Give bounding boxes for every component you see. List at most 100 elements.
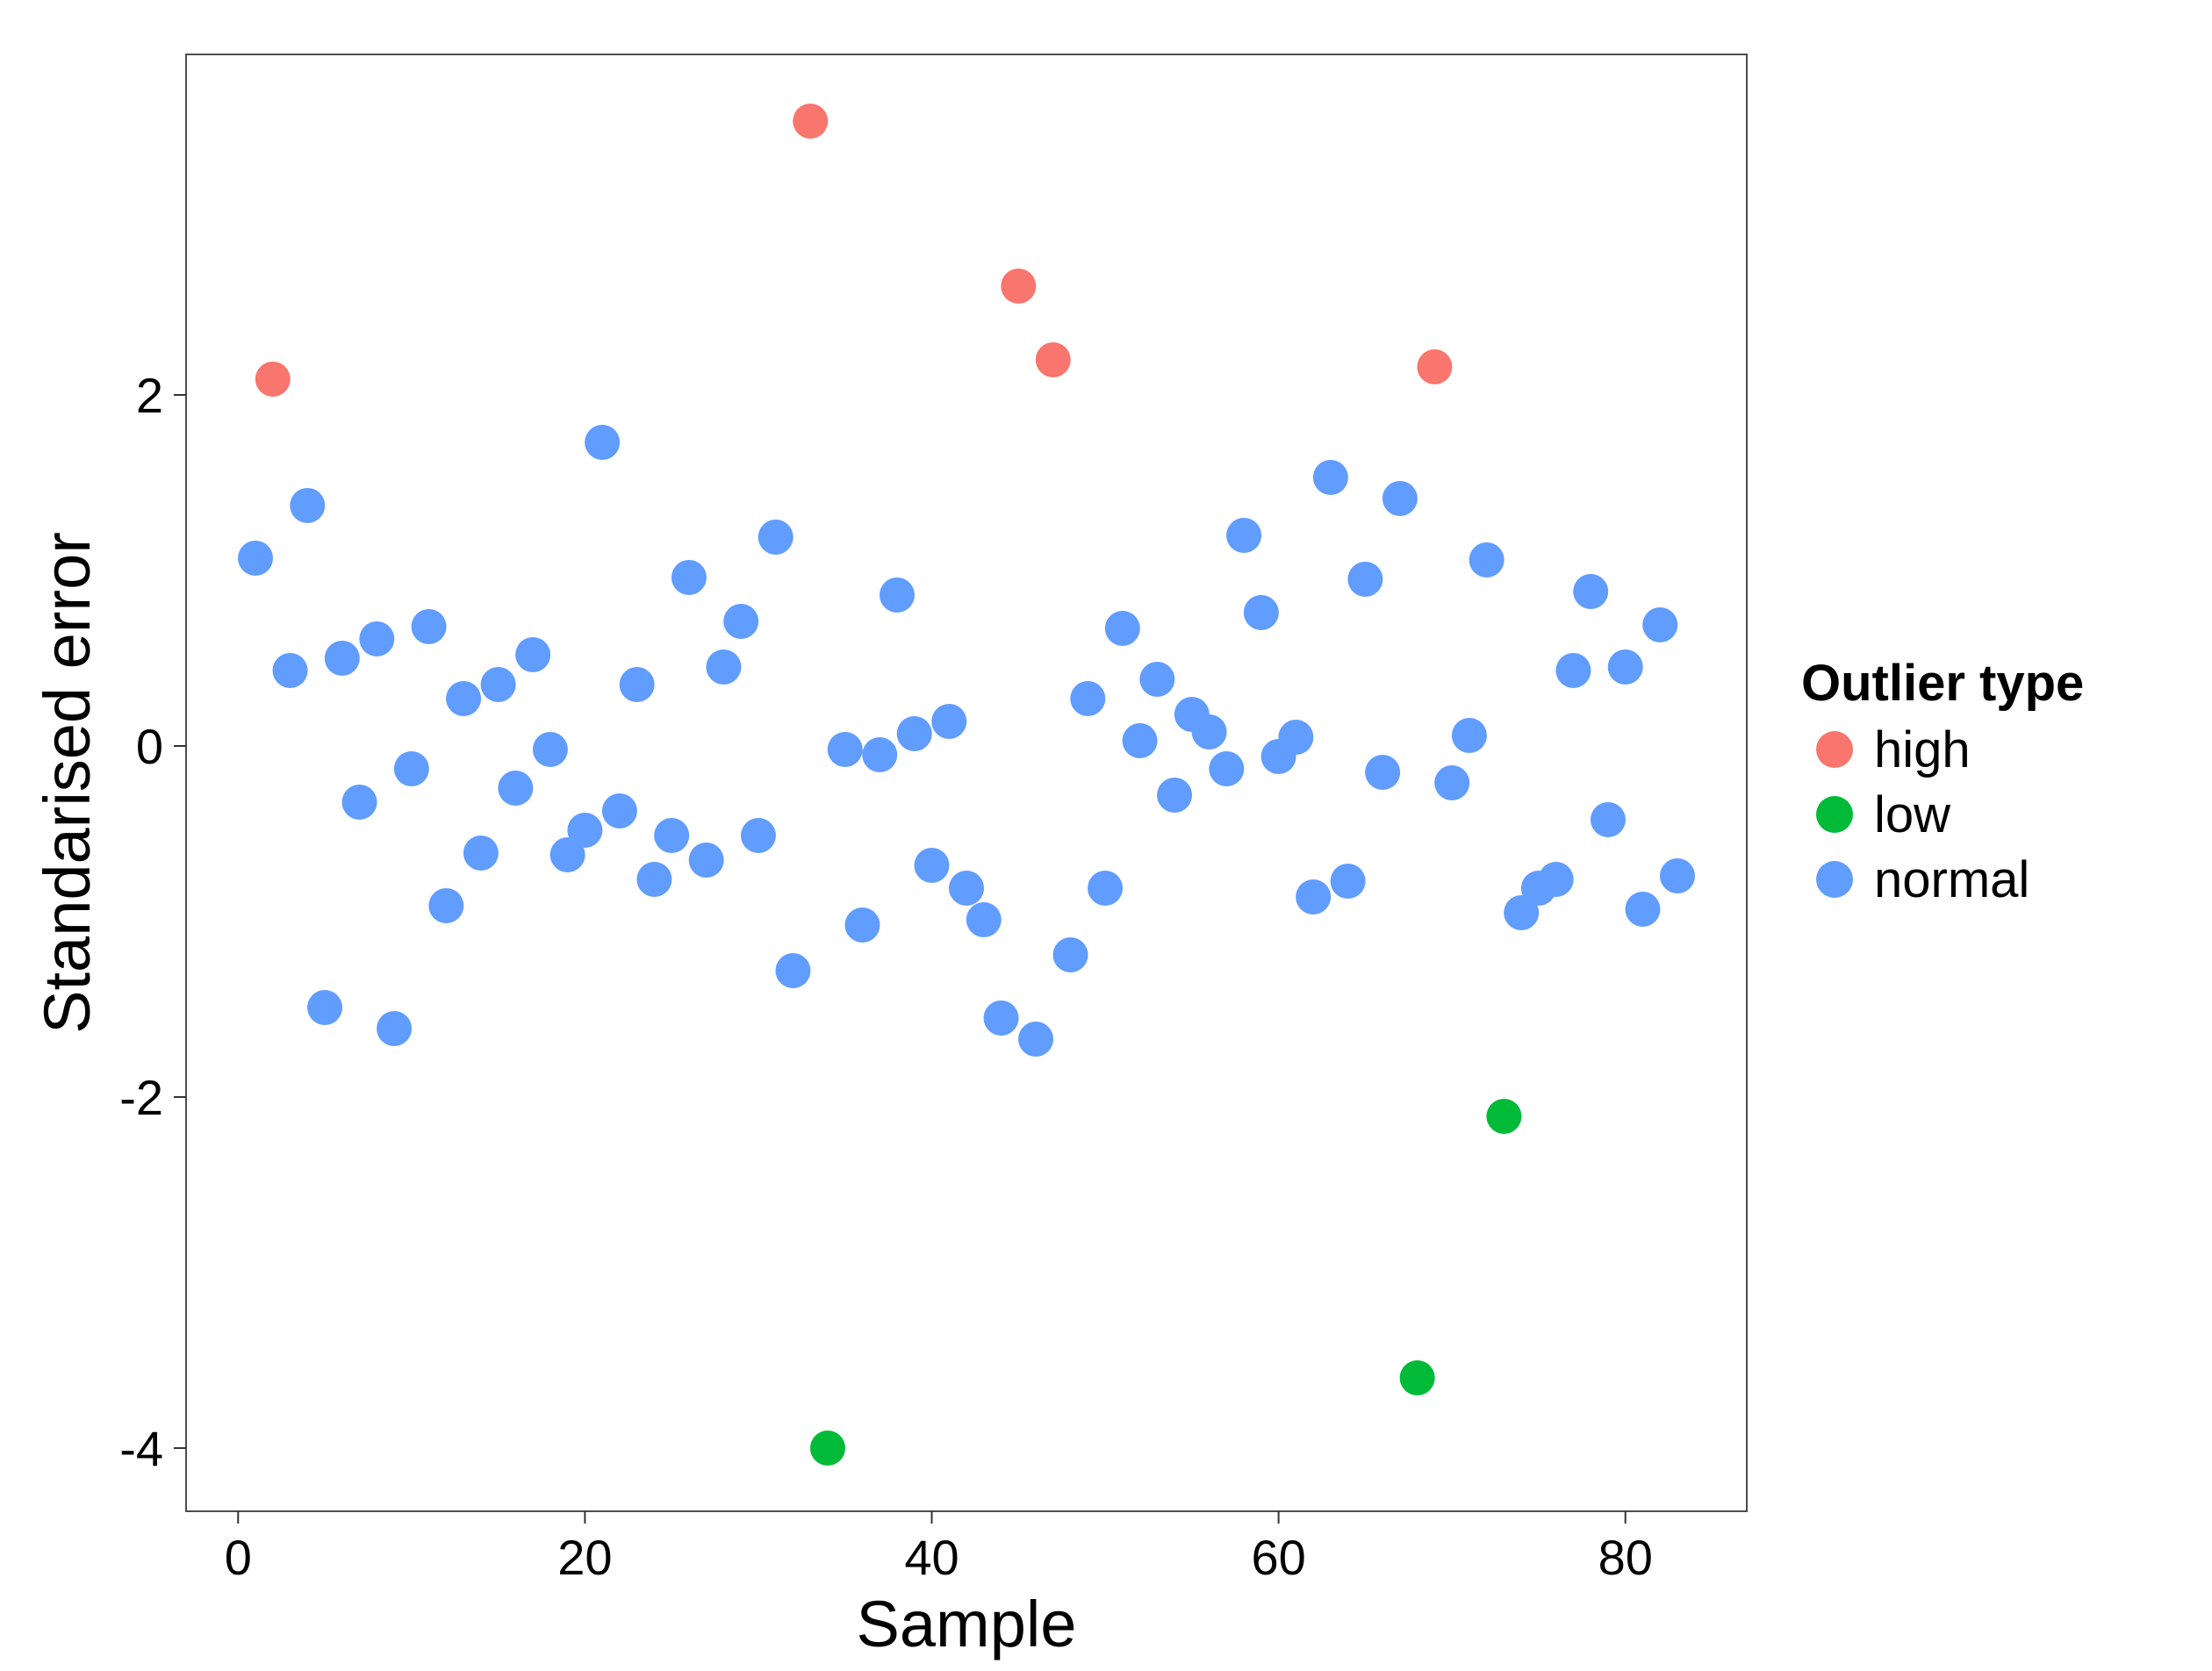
data-points xyxy=(238,104,1695,1466)
data-point-normal xyxy=(1088,871,1124,906)
data-point-normal xyxy=(1434,765,1470,800)
data-point-normal xyxy=(1122,723,1158,758)
legend-label-low: low xyxy=(1874,786,1951,843)
data-point-normal xyxy=(896,716,932,751)
data-point-normal xyxy=(1504,895,1540,930)
data-point-normal xyxy=(393,751,429,786)
data-point-normal xyxy=(1278,720,1314,755)
data-point-normal xyxy=(1365,755,1401,790)
data-point-normal xyxy=(549,837,585,872)
data-point-normal xyxy=(775,953,811,988)
data-point-normal xyxy=(1296,879,1332,914)
x-tick-label: 40 xyxy=(904,1530,959,1585)
legend-label-normal: normal xyxy=(1874,851,2029,908)
data-point-normal xyxy=(723,604,759,639)
legend-key-normal xyxy=(1816,861,1853,898)
data-point-normal xyxy=(290,488,326,523)
data-point-normal xyxy=(1226,518,1262,553)
data-point-normal xyxy=(1070,681,1106,716)
data-point-high xyxy=(255,362,291,397)
legend-key-low xyxy=(1816,796,1853,833)
data-point-high xyxy=(1001,269,1037,304)
data-point-normal xyxy=(1347,562,1383,597)
plot-panel-border xyxy=(185,54,1748,1512)
data-point-normal xyxy=(1659,858,1695,893)
data-point-normal xyxy=(1139,662,1175,697)
x-axis-title: Sample xyxy=(857,1588,1077,1660)
data-point-normal xyxy=(827,732,863,767)
data-point-normal xyxy=(601,793,637,828)
data-point-normal xyxy=(966,902,1002,937)
legend-label-high: high xyxy=(1874,721,1971,778)
data-point-normal xyxy=(428,888,464,923)
x-tick-label: 60 xyxy=(1251,1530,1305,1585)
data-point-normal xyxy=(238,541,274,576)
x-tick-label: 80 xyxy=(1598,1530,1653,1585)
data-point-normal xyxy=(1191,714,1227,749)
data-point-normal xyxy=(1538,862,1574,897)
data-point-normal xyxy=(463,836,499,871)
y-tick-label: 2 xyxy=(136,368,163,423)
y-tick-label: 0 xyxy=(136,719,163,774)
data-point-normal xyxy=(359,621,395,656)
plot-panel xyxy=(185,54,1748,1512)
data-point-normal xyxy=(1607,649,1643,685)
legend-entries: high low normal xyxy=(1816,721,2029,908)
data-point-normal xyxy=(706,649,742,685)
data-point-normal xyxy=(1018,1022,1054,1057)
data-point-normal xyxy=(446,681,482,716)
data-point-normal xyxy=(844,907,880,943)
legend-key-high xyxy=(1816,731,1853,768)
data-point-normal xyxy=(1052,937,1088,972)
data-point-normal xyxy=(1157,778,1193,813)
data-point-normal xyxy=(879,577,915,613)
data-point-normal xyxy=(498,771,534,806)
y-tick-label: -2 xyxy=(119,1070,163,1125)
data-point-normal xyxy=(585,425,621,460)
x-axis: 0 20 40 60 80 xyxy=(225,1511,1653,1585)
data-point-normal xyxy=(636,862,672,897)
data-point-high xyxy=(793,104,829,139)
y-tick-label: -4 xyxy=(119,1421,163,1476)
data-point-normal xyxy=(949,871,984,906)
data-point-normal xyxy=(567,813,603,848)
data-point-normal xyxy=(1469,542,1505,577)
data-point-normal xyxy=(1243,595,1279,630)
data-point-normal xyxy=(688,843,724,878)
y-axis: -4 -2 0 2 xyxy=(119,368,186,1476)
data-point-normal xyxy=(862,737,898,772)
data-point-normal xyxy=(619,667,655,702)
data-point-normal xyxy=(1642,607,1678,642)
data-point-normal xyxy=(983,1000,1019,1036)
y-axis-title: Standarised error xyxy=(31,532,104,1034)
data-point-low xyxy=(1399,1360,1435,1395)
data-point-normal xyxy=(341,785,377,820)
x-tick-label: 0 xyxy=(225,1530,252,1585)
data-point-normal xyxy=(272,653,308,688)
data-point-normal xyxy=(671,560,707,595)
data-point-normal xyxy=(377,1011,413,1046)
data-point-normal xyxy=(1625,892,1661,927)
data-point-normal xyxy=(1209,751,1245,786)
data-point-normal xyxy=(1451,718,1487,753)
data-point-normal xyxy=(931,704,967,739)
legend-title: Outlier type xyxy=(1801,655,2084,712)
data-point-normal xyxy=(1104,611,1140,646)
data-point-normal xyxy=(480,667,516,702)
data-point-low xyxy=(809,1431,845,1466)
data-point-normal xyxy=(307,990,343,1025)
data-point-high xyxy=(1417,349,1453,384)
data-point-high xyxy=(1035,342,1071,377)
data-point-low xyxy=(1486,1099,1522,1134)
legend: Outlier type high low normal xyxy=(1801,655,2084,908)
x-tick-label: 20 xyxy=(557,1530,612,1585)
data-point-normal xyxy=(1573,574,1609,609)
data-point-normal xyxy=(654,818,690,853)
data-point-normal xyxy=(1555,653,1591,688)
data-point-normal xyxy=(532,732,568,767)
data-point-normal xyxy=(1330,864,1366,899)
data-point-normal xyxy=(1590,802,1626,837)
data-point-normal xyxy=(324,641,360,676)
data-point-normal xyxy=(914,848,950,883)
